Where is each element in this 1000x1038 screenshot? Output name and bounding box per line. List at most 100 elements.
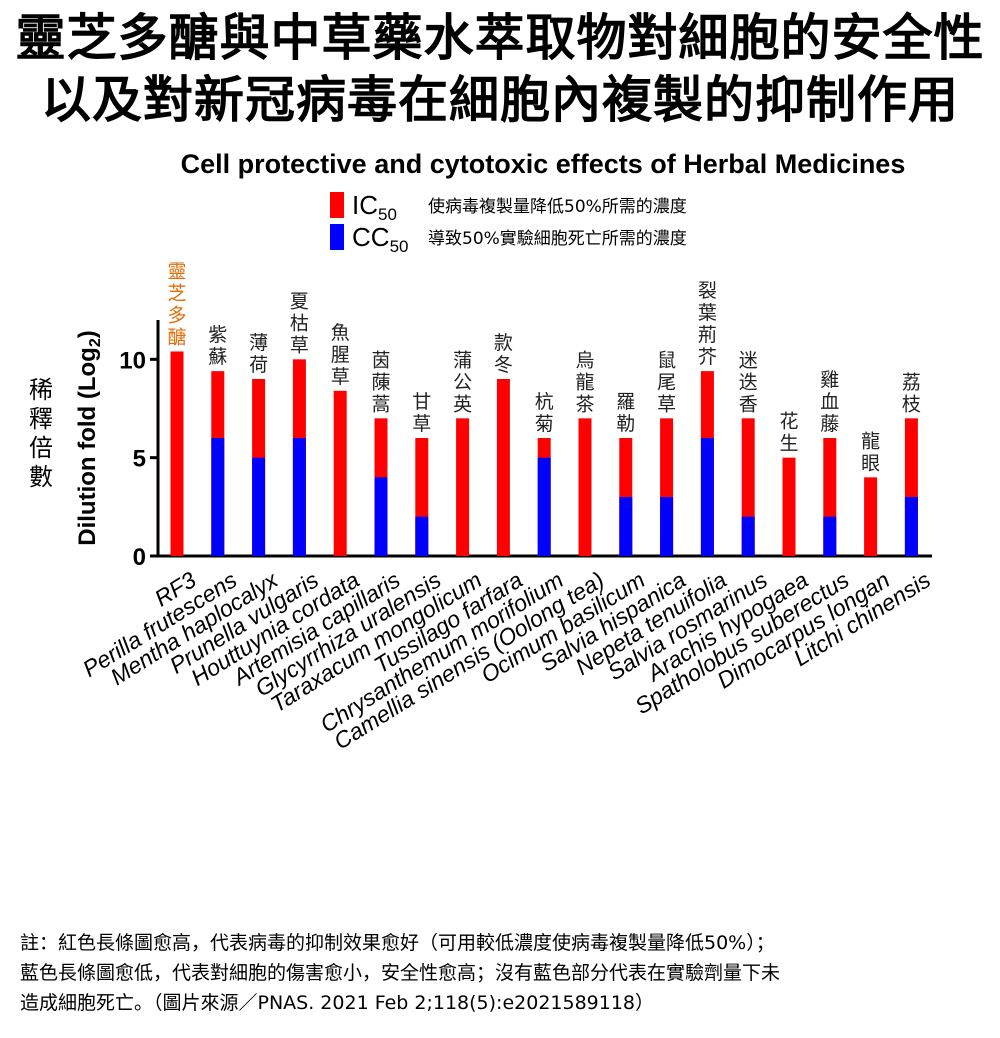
chinese-name-char: 甘 <box>412 391 431 413</box>
y-axis-chinese-char: 稀 <box>29 376 53 404</box>
page-title-line-1: 靈芝多醣與中草藥水萃取物對細胞的安全性 <box>15 9 985 67</box>
chinese-name-char: 茵 <box>371 349 390 371</box>
chinese-name-label: 茵蔯蒿 <box>371 349 390 415</box>
chart-legend: IC50 使病毒複製量降低50%所需的濃度 CC50 導致50%實驗細胞死亡所需的濃度 <box>330 190 687 256</box>
chinese-name-char: 香 <box>739 393 758 415</box>
chinese-name-char: 龍 <box>861 430 880 452</box>
legend-swatch <box>330 192 344 218</box>
chinese-name-char: 款 <box>494 332 513 354</box>
chinese-name-char: 醣 <box>167 326 186 348</box>
chinese-name-label: 鼠尾草 <box>657 349 676 415</box>
chinese-name-char: 芝 <box>167 282 186 304</box>
bar-cc50 <box>537 457 551 556</box>
bar-cc50 <box>660 497 674 556</box>
chinese-name-char: 葉 <box>698 302 717 324</box>
bar-ic50 <box>496 379 510 556</box>
chinese-name-char: 蒲 <box>453 349 472 371</box>
chinese-name-char: 紫 <box>208 324 227 346</box>
bar-ic50 <box>333 390 347 556</box>
bar-ic50 <box>578 418 592 556</box>
chinese-name-label: 靈芝多醣 <box>167 260 186 348</box>
chinese-name-char: 鼠 <box>657 349 676 371</box>
chart-title: Cell protective and cytotoxic effects of… <box>181 149 906 179</box>
y-axis-chinese-char: 倍 <box>29 434 53 462</box>
chinese-name-char: 夏 <box>290 290 309 312</box>
chinese-name-char: 羅 <box>616 391 635 413</box>
chinese-name-label: 雞血藤 <box>820 369 839 435</box>
bar-ic50 <box>864 477 878 556</box>
chinese-name-char: 多 <box>167 304 186 326</box>
chinese-name-label: 花生 <box>779 411 798 455</box>
bar-cc50 <box>292 438 306 556</box>
chinese-name-char: 草 <box>412 413 431 435</box>
legend-description: 導致50%實驗細胞死亡所需的濃度 <box>428 229 687 249</box>
bar-cc50 <box>211 438 225 556</box>
chinese-name-char: 薄 <box>249 332 268 354</box>
bar-cc50 <box>415 516 429 556</box>
chinese-name-char: 茶 <box>575 393 594 415</box>
chinese-name-char: 杭 <box>535 391 554 413</box>
chinese-name-char: 腥 <box>331 344 350 366</box>
chart-bars <box>170 351 918 556</box>
chinese-name-char: 藤 <box>820 413 839 435</box>
bar-cc50 <box>619 497 633 556</box>
legend-label: IC50 <box>352 190 397 224</box>
chinese-name-char: 菊 <box>535 413 554 435</box>
bar-cc50 <box>374 477 388 556</box>
chinese-name-char: 荷 <box>249 354 268 376</box>
bar-ic50 <box>782 457 796 556</box>
chinese-name-char: 迷 <box>739 349 758 371</box>
chinese-name-label: 款冬 <box>494 332 513 376</box>
chinese-name-char: 裂 <box>698 280 717 302</box>
chinese-name-char: 烏 <box>575 349 594 371</box>
y-tick-label: 0 <box>133 544 146 571</box>
bar-ic50 <box>456 418 470 556</box>
footnote: 註：紅色長條圖愈高，代表病毒的抑制效果愈好（可用較低濃度使病毒複製量降低50%）… <box>20 928 990 1018</box>
chart-axes: 0 5 10 <box>119 320 932 571</box>
chinese-name-char: 草 <box>331 366 350 388</box>
chinese-name-char: 芥 <box>698 346 717 368</box>
legend-swatch <box>330 224 344 250</box>
bar-cc50 <box>823 516 837 556</box>
chinese-name-label: 薄荷 <box>249 332 268 376</box>
chinese-name-char: 血 <box>820 391 839 413</box>
chinese-name-label: 龍眼 <box>861 430 880 474</box>
bar-cc50 <box>904 497 918 556</box>
y-axis-title: Dilution fold (Log2) <box>74 330 104 546</box>
chinese-name-label: 夏枯草 <box>290 290 309 356</box>
chinese-name-label: 迷迭香 <box>739 349 758 415</box>
chinese-name-char: 枯 <box>290 312 309 334</box>
chinese-name-char: 雞 <box>820 369 839 391</box>
chinese-name-char: 英 <box>453 393 472 415</box>
chinese-name-label: 杭菊 <box>535 391 554 435</box>
chinese-name-char: 蔯 <box>371 371 390 393</box>
chinese-name-char: 尾 <box>657 371 676 393</box>
chinese-name-char: 荔 <box>902 371 921 393</box>
footnote-line-2: 藍色長條圖愈低，代表對細胞的傷害愈小，安全性愈高；沒有藍色部分代表在實驗劑量下未 <box>20 962 781 984</box>
chinese-name-char: 冬 <box>494 354 513 376</box>
chinese-name-char: 草 <box>657 393 676 415</box>
y-axis-label: Dilution fold (Log2) <box>74 330 104 546</box>
chinese-name-char: 迭 <box>739 371 758 393</box>
chinese-name-char: 枝 <box>902 393 921 415</box>
chinese-name-char: 魚 <box>331 322 350 344</box>
chinese-name-label: 紫蘇 <box>208 324 227 368</box>
bar-cc50 <box>700 438 714 556</box>
chinese-name-char: 勒 <box>616 413 635 435</box>
chinese-name-char: 生 <box>779 433 798 455</box>
chinese-name-char: 草 <box>290 334 309 356</box>
chinese-name-char: 眼 <box>861 452 880 474</box>
chinese-name-label: 魚腥草 <box>331 322 350 388</box>
herbal-medicine-bar-chart: Cell protective and cytotoxic effects of… <box>29 149 935 755</box>
bar-cc50 <box>741 516 755 556</box>
footnote-line-3: 造成細胞死亡。（圖片來源／PNAS. 2021 Feb 2;118(5):e20… <box>20 992 655 1014</box>
legend-label: CC50 <box>352 222 408 256</box>
legend-description: 使病毒複製量降低50%所需的濃度 <box>428 196 687 217</box>
y-axis-chinese-char: 數 <box>29 463 53 491</box>
bar-cc50 <box>252 457 266 556</box>
page-title-line-2: 以及對新冠病毒在細胞內複製的抑制作用 <box>41 71 959 129</box>
